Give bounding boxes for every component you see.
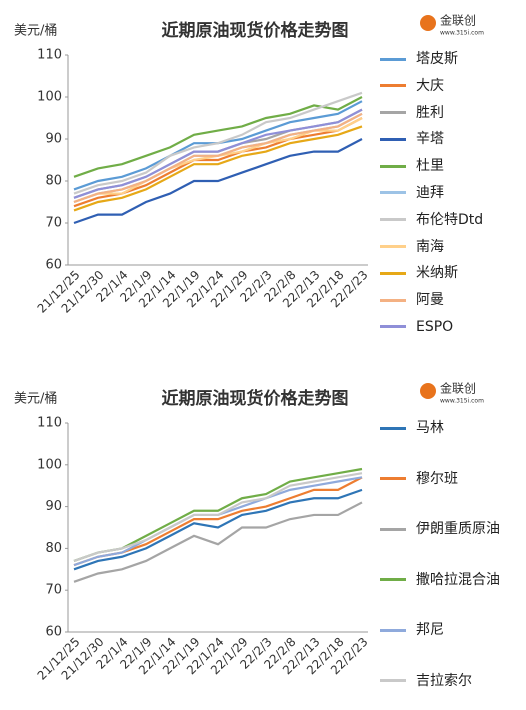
legend-label: 邦尼 [416, 622, 444, 639]
legend-swatch [380, 527, 406, 531]
chart-panel: 近期原油现货价格走势图 美元/桶 金联创 www.315i.com 60 70 80 90 10… [0, 355, 526, 710]
legend-item: 南海 [380, 236, 520, 258]
series-line [73, 112, 363, 204]
y-axis-unit: 美元/桶 [14, 392, 57, 407]
chart-panel: 近期原油现货价格走势图 美元/桶 金联创 www.315i.com 60 70 80 90 10… [14, 13, 520, 338]
legend: 塔皮斯大庆胜利辛塔杜里迪拜布伦特Dtd 南海米纳斯阿曼 ESPO [380, 48, 520, 338]
legend-swatch [380, 426, 406, 430]
legend: 马林穆尔班伊朗重质原油 撒哈拉混合油 邦尼吉拉索尔 [380, 417, 520, 692]
legend-item: 胜利 [380, 102, 520, 124]
series-line [73, 501, 363, 583]
legend-swatch [380, 218, 406, 222]
legend-swatch [380, 57, 406, 61]
series-line [73, 91, 363, 195]
y-tick-label: 80 [45, 174, 62, 189]
series-line [73, 108, 363, 199]
y-axis-unit: 美元/桶 [14, 24, 57, 39]
legend-item: ESPO [380, 316, 520, 338]
y-tick-label: 100 [37, 457, 62, 472]
legend-item: 马林 [380, 417, 520, 439]
legend-label: ESPO [416, 318, 454, 335]
series-line [73, 96, 363, 178]
logo-text: 金联创 [440, 381, 476, 396]
logo-text: 金联创 [440, 13, 476, 28]
y-tick-label: 80 [45, 541, 62, 556]
legend-label: 穆尔班 [416, 470, 458, 487]
legend-swatch [380, 477, 406, 481]
legend-swatch [380, 325, 406, 329]
series-line [73, 125, 363, 212]
logo-url: www.315i.com [440, 30, 484, 37]
series-line [73, 138, 363, 225]
legend-item: 伊朗重质原油 [380, 518, 520, 540]
legend-item: 米纳斯 [380, 262, 520, 284]
legend-label: 大庆 [416, 77, 444, 94]
legend-label: 胜利 [416, 104, 444, 121]
logo-url: www.315i.com [440, 398, 484, 405]
legend-label: 辛塔 [416, 131, 444, 148]
logo-icon [420, 15, 436, 31]
legend-swatch [380, 679, 406, 683]
chart-title: 近期原油现货价格走势图 [162, 20, 349, 41]
series-line [73, 476, 363, 567]
y-tick-label: 100 [37, 90, 62, 105]
legend-swatch [380, 271, 406, 275]
legend-item: 布伦特Dtd [380, 209, 520, 231]
legend-label: 撒哈拉混合油 [416, 571, 500, 588]
legend-swatch [380, 111, 406, 115]
logo-icon [420, 383, 436, 399]
legend-swatch [380, 164, 406, 168]
legend-item: 阿曼 [380, 289, 520, 311]
legend-label: 马林 [416, 420, 444, 436]
legend-item: 辛塔 [380, 128, 520, 150]
y-tick-label: 70 [45, 583, 62, 598]
legend-item: 穆尔班 [380, 468, 520, 490]
series-line [73, 488, 363, 571]
series-line [73, 100, 363, 191]
legend-label: 布伦特Dtd [416, 211, 484, 228]
series-line [73, 112, 363, 204]
legend-item: 杜里 [380, 155, 520, 177]
chart-title: 近期原油现货价格走势图 [162, 388, 349, 409]
y-tick-label: 90 [45, 499, 62, 514]
legend-label: 南海 [416, 238, 444, 255]
legend-swatch [380, 578, 406, 582]
y-tick-label: 110 [37, 416, 62, 431]
legend-label: 米纳斯 [416, 265, 458, 282]
legend-swatch [380, 298, 406, 302]
legend-label: 阿曼 [416, 292, 444, 309]
legend-swatch [380, 628, 406, 632]
legend-swatch [380, 191, 406, 195]
legend-item: 大庆 [380, 75, 520, 97]
legend-swatch [380, 84, 406, 88]
legend-item: 撒哈拉混合油 [380, 569, 520, 591]
series-line [73, 472, 363, 562]
legend-label: 伊朗重质原油 [416, 521, 500, 538]
legend-item: 塔皮斯 [380, 48, 520, 70]
y-tick-label: 70 [45, 216, 62, 231]
chart: 近期原油现货价格走势图 美元/桶 金联创 www.315i.com 60 70 80 90 10… [14, 13, 484, 316]
y-tick-label: 110 [37, 48, 62, 63]
legend-item: 迪拜 [380, 182, 520, 204]
y-tick-label: 60 [45, 625, 62, 640]
chart: 近期原油现货价格走势图 美元/桶 金联创 www.315i.com 60 70 80 90 10… [14, 381, 484, 683]
series-line [73, 108, 363, 199]
y-tick-label: 60 [45, 258, 62, 273]
legend-label: 吉拉索尔 [416, 672, 472, 689]
legend-item: 吉拉索尔 [380, 670, 520, 692]
legend-label: 迪拜 [416, 184, 444, 201]
legend-item: 邦尼 [380, 619, 520, 641]
legend-swatch [380, 137, 406, 141]
legend-label: 塔皮斯 [416, 51, 458, 67]
y-tick-label: 90 [45, 132, 62, 147]
legend-swatch [380, 245, 406, 249]
legend-label: 杜里 [416, 158, 444, 175]
